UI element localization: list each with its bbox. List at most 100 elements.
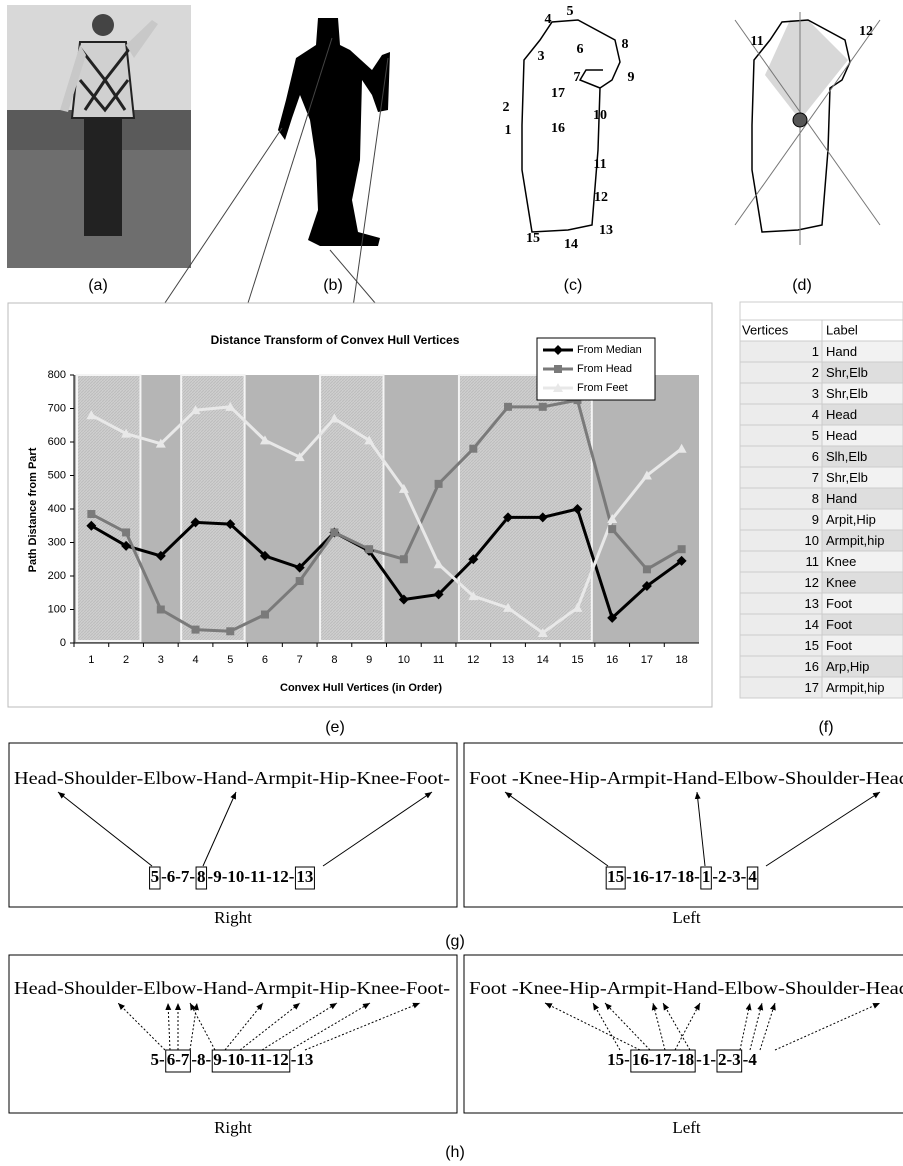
contour-label: 12 xyxy=(594,190,608,205)
contour-label: 11 xyxy=(593,157,606,172)
y-tick-label: 400 xyxy=(48,503,66,515)
match-arrow-dotted xyxy=(168,1003,170,1050)
panel-label: (c) xyxy=(564,277,583,294)
legend-label: From Feet xyxy=(577,382,628,394)
contour-label: 7 xyxy=(574,70,581,85)
table-cell: Knee xyxy=(826,554,856,569)
contour-label: 13 xyxy=(599,223,613,238)
x-tick-label: 11 xyxy=(433,654,444,666)
column-header: Label xyxy=(826,322,858,337)
column-header: Vertices xyxy=(742,322,789,337)
caption: Left xyxy=(672,908,701,927)
table-cell: 5 xyxy=(812,428,819,443)
skeleton-label: 12 xyxy=(859,24,873,39)
point xyxy=(261,611,269,619)
table-cell: 14 xyxy=(805,617,819,632)
table-cell: 11 xyxy=(806,554,820,569)
y-tick-label: 200 xyxy=(48,570,66,582)
table-cell: Arpit,Hip xyxy=(826,512,876,527)
contour-label: 16 xyxy=(551,121,565,136)
sequence-part: 1 xyxy=(702,867,711,886)
point xyxy=(192,626,200,634)
figure: 1234567891011121314151617 1112 (a)(b)(c)… xyxy=(0,0,903,1166)
match-arrow-dotted xyxy=(118,1003,165,1050)
x-tick-label: 8 xyxy=(331,654,337,666)
x-tick-label: 9 xyxy=(366,654,372,666)
contour-label: 17 xyxy=(551,86,565,101)
sequence-part: -8- xyxy=(191,1050,211,1069)
y-tick-label: 300 xyxy=(48,536,66,548)
point xyxy=(365,545,373,553)
table-cell: 15 xyxy=(805,638,819,653)
table-cell: Shr,Elb xyxy=(826,470,868,485)
table-cell: Foot xyxy=(826,638,852,653)
x-tick-label: 4 xyxy=(192,654,198,666)
legend-label: From Head xyxy=(577,363,632,375)
panel-label: (d) xyxy=(792,277,812,294)
match-arrow-dotted xyxy=(775,1003,880,1050)
table-cell: Shr,Elb xyxy=(826,365,868,380)
x-tick-label: 2 xyxy=(123,654,129,666)
contour-label: 6 xyxy=(577,42,584,57)
match-arrow-dotted xyxy=(593,1003,620,1050)
highlight-band xyxy=(459,375,592,641)
table-cell: 16 xyxy=(805,659,819,674)
y-tick-label: 700 xyxy=(48,402,66,414)
table-cell: Shr,Elb xyxy=(826,386,868,401)
sequence-part: 2-3 xyxy=(718,1050,741,1069)
table-cell: Foot xyxy=(826,596,852,611)
contour-label: 3 xyxy=(538,49,545,64)
match-arrow-dotted xyxy=(240,1003,300,1050)
match-arrow xyxy=(58,792,152,866)
point xyxy=(400,555,408,563)
match-arrow-dotted xyxy=(740,1003,750,1050)
match-arrow-dotted xyxy=(305,1003,420,1050)
table-cell: Armpit,hip xyxy=(826,680,885,695)
match-arrow-dotted xyxy=(225,1003,263,1050)
silhouette xyxy=(278,18,390,246)
point xyxy=(157,606,165,614)
table: VerticesLabel1Hand2Shr,Elb3Shr,Elb4Head5… xyxy=(740,302,903,698)
match-arrow xyxy=(505,792,608,866)
table-cell: 6 xyxy=(812,449,819,464)
table-cell: Armpit,hip xyxy=(826,533,885,548)
match-arrow-dotted xyxy=(675,1003,700,1050)
match-arrow xyxy=(203,792,236,866)
match-arrow xyxy=(323,792,432,866)
legend-label: From Median xyxy=(577,344,642,356)
chart-title: Distance Transform of Convex Hull Vertic… xyxy=(211,333,460,347)
table-cell: 2 xyxy=(812,365,819,380)
contour-label: 15 xyxy=(526,231,540,246)
panel-label: (b) xyxy=(323,277,343,294)
table-cell: 8 xyxy=(812,491,819,506)
point xyxy=(296,577,304,585)
match-arrow-dotted xyxy=(262,1003,337,1050)
x-tick-label: 3 xyxy=(158,654,164,666)
body-parts: Foot -Knee-Hip-Armpit-Hand-Elbow-Shoulde… xyxy=(469,768,903,788)
table-cell: 9 xyxy=(812,512,819,527)
table-cell: Arp,Hip xyxy=(826,659,869,674)
sequence-part: 15- xyxy=(607,1050,630,1069)
row-header-cell xyxy=(740,404,822,425)
y-tick-label: 600 xyxy=(48,436,66,448)
x-tick-label: 18 xyxy=(676,654,688,666)
match-arrow-dotted xyxy=(190,1003,215,1050)
body-parts: Head-Shoulder-Elbow-Hand-Armpit-Hip-Knee… xyxy=(14,978,450,998)
table-cell: Slh,Elb xyxy=(826,449,867,464)
x-tick-label: 1 xyxy=(88,654,94,666)
point xyxy=(87,510,95,518)
x-tick-label: 7 xyxy=(297,654,303,666)
caption: Right xyxy=(214,908,252,927)
sequence-part: -16-17-18- xyxy=(626,867,700,886)
match-arrow xyxy=(697,792,705,866)
match-arrow-dotted xyxy=(663,1003,690,1050)
table-cell: 1 xyxy=(812,344,819,359)
table-cell: 4 xyxy=(812,407,819,422)
table-cell: Knee xyxy=(826,575,856,590)
point xyxy=(469,445,477,453)
table-cell: Head xyxy=(826,428,857,443)
row-header-cell xyxy=(740,383,822,404)
sequence-part: 16-17-18 xyxy=(632,1050,694,1069)
match-arrow-dotted xyxy=(760,1003,775,1050)
x-tick-label: 10 xyxy=(398,654,410,666)
